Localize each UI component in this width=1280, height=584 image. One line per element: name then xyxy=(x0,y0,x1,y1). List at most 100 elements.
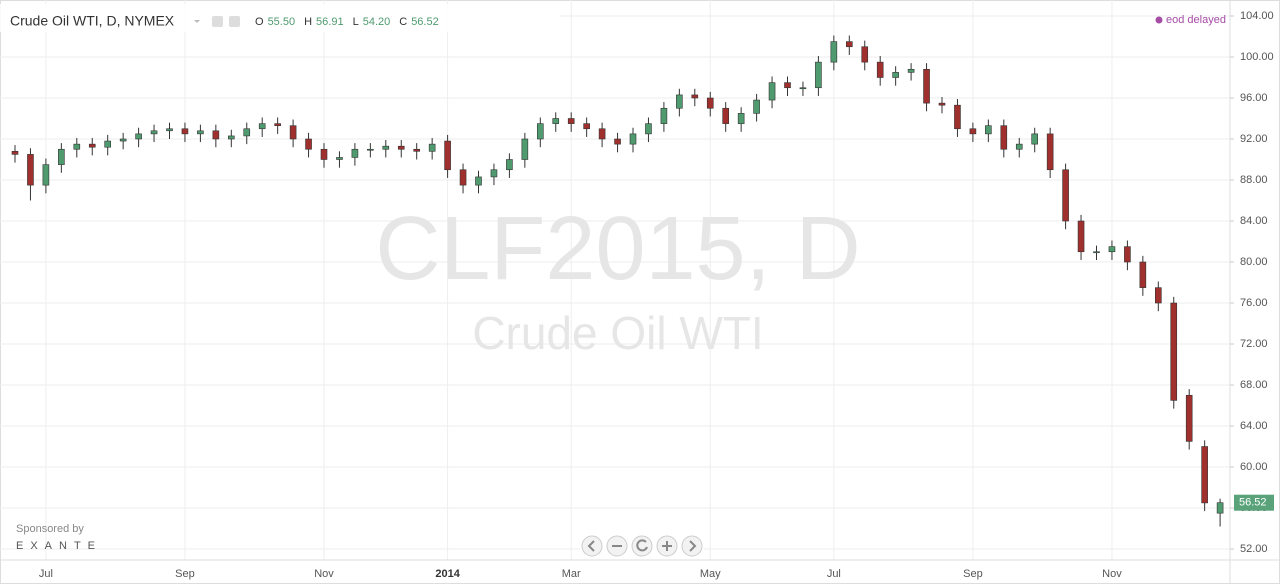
candle-body xyxy=(691,94,699,99)
candle-body xyxy=(150,130,158,135)
candle-body xyxy=(212,130,220,140)
candle-body xyxy=(42,164,50,186)
y-tick-label: 64.00 xyxy=(1240,420,1268,432)
x-tick-label: Jul xyxy=(827,568,841,580)
reset-button[interactable] xyxy=(631,535,653,557)
candle-body xyxy=(1139,261,1147,288)
x-tick-label: Sep xyxy=(963,568,983,580)
candle-body xyxy=(1201,446,1208,504)
y-tick-label: 60.00 xyxy=(1240,461,1268,473)
candle-body xyxy=(336,157,343,160)
candle-body xyxy=(768,82,776,101)
y-tick-label: 104.00 xyxy=(1240,10,1274,22)
y-tick-label: 84.00 xyxy=(1240,215,1268,227)
candle-body xyxy=(676,94,683,109)
candle-body xyxy=(567,118,575,124)
x-tick-label: Sep xyxy=(175,568,195,580)
candle-body xyxy=(506,159,513,171)
candle-body xyxy=(614,138,621,145)
candle-body xyxy=(135,133,142,140)
candle-body xyxy=(722,107,730,124)
candle-body xyxy=(274,123,281,126)
last-price-label: 56.52 xyxy=(1239,497,1267,509)
candle-body xyxy=(645,123,652,135)
candle-body xyxy=(907,68,915,73)
chart-title: Crude Oil WTI, D, NYMEX xyxy=(10,13,175,29)
reset-icon xyxy=(636,539,648,552)
ohlc-value: 56.91 xyxy=(316,16,344,28)
candle-body xyxy=(1093,251,1100,254)
candle-body xyxy=(969,128,977,135)
candle-body xyxy=(88,143,96,148)
candle-body xyxy=(861,46,869,63)
candle-body xyxy=(459,169,467,186)
left-icon xyxy=(587,540,595,552)
x-tick-label: Mar xyxy=(562,568,581,580)
ohlc-value: 54.20 xyxy=(363,16,391,28)
candle-body xyxy=(830,41,838,63)
candle-body xyxy=(228,135,235,140)
last-price-box xyxy=(1234,494,1274,511)
scroll-right-button[interactable] xyxy=(681,535,703,557)
candle-body xyxy=(985,125,992,135)
y-tick-label: 96.00 xyxy=(1240,92,1268,104)
x-tick-label: Nov xyxy=(1102,568,1122,580)
candle-body xyxy=(1062,169,1069,222)
candle-body xyxy=(799,87,807,90)
candle-body xyxy=(784,82,791,89)
candle-body xyxy=(1046,133,1054,171)
candle-body xyxy=(11,151,19,155)
ohlc-key: L xyxy=(353,16,359,28)
candle-body xyxy=(1077,220,1085,253)
candle-body xyxy=(490,169,498,178)
candle-body xyxy=(1000,125,1008,150)
right-icon xyxy=(689,540,697,552)
candle-body xyxy=(1015,143,1023,150)
candle-body xyxy=(876,61,884,78)
candle-body xyxy=(382,145,390,150)
candle-body xyxy=(706,97,714,109)
candle-body xyxy=(1108,246,1116,253)
candle-body xyxy=(1155,287,1162,304)
y-tick-label: 100.00 xyxy=(1240,51,1274,63)
candle-body xyxy=(845,41,853,48)
candle-body xyxy=(1185,394,1193,442)
candle-body xyxy=(1170,302,1178,401)
candle-body xyxy=(737,113,745,124)
candle-body xyxy=(1216,502,1224,514)
candle-body xyxy=(536,123,544,140)
candle-body xyxy=(444,140,451,171)
candle-body xyxy=(892,72,899,78)
x-tick-label: May xyxy=(700,568,721,580)
candle-body xyxy=(1124,246,1131,263)
candle-body xyxy=(320,148,328,160)
candle-body xyxy=(1031,133,1038,145)
candle-body xyxy=(258,123,266,130)
candle-body xyxy=(119,138,127,142)
status: eod delayed xyxy=(1166,14,1226,26)
ohlc-value: 55.50 xyxy=(268,16,296,28)
candle-body xyxy=(305,138,312,150)
candle-body xyxy=(660,107,668,124)
candle-body xyxy=(954,104,961,130)
scroll-left-button[interactable] xyxy=(581,535,603,557)
candle-body xyxy=(598,128,606,140)
plus-icon xyxy=(662,541,672,551)
dropdown-icon[interactable] xyxy=(194,20,200,23)
settings-button[interactable] xyxy=(212,16,223,27)
y-tick-label: 80.00 xyxy=(1240,256,1268,268)
candle-body xyxy=(815,61,822,89)
candle-body xyxy=(938,102,946,106)
y-tick-label: 72.00 xyxy=(1240,338,1268,350)
candle-body xyxy=(428,143,436,152)
watermark: CLF2015, D xyxy=(375,199,860,299)
candle-body xyxy=(27,154,34,186)
x-tick-label: 2014 xyxy=(435,568,460,580)
y-tick-label: 68.00 xyxy=(1240,379,1268,391)
candle-body xyxy=(923,68,930,104)
candle-body xyxy=(367,148,374,151)
ohlc-key: H xyxy=(304,16,312,28)
sponsor: EXANTE xyxy=(16,540,102,552)
close-button[interactable] xyxy=(229,16,240,27)
